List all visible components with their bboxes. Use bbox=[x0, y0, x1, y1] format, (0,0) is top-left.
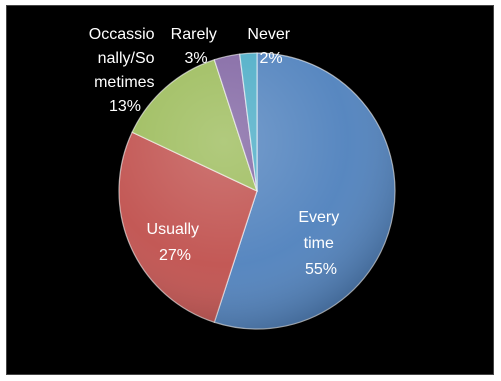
pie-slices bbox=[118, 52, 396, 330]
chart-frame: Every time 55% Usually 27% Occassio nall… bbox=[6, 5, 494, 375]
label-every-time: Every time 55% bbox=[298, 209, 343, 278]
label-never: Never 2% bbox=[247, 26, 294, 67]
label-rarely: Rarely 3% bbox=[171, 26, 222, 67]
label-occasionally: Occassio nally/So metimes 13% bbox=[89, 26, 159, 115]
label-usually: Usually 27% bbox=[147, 221, 204, 264]
pie-chart: Every time 55% Usually 27% Occassio nall… bbox=[89, 26, 396, 330]
